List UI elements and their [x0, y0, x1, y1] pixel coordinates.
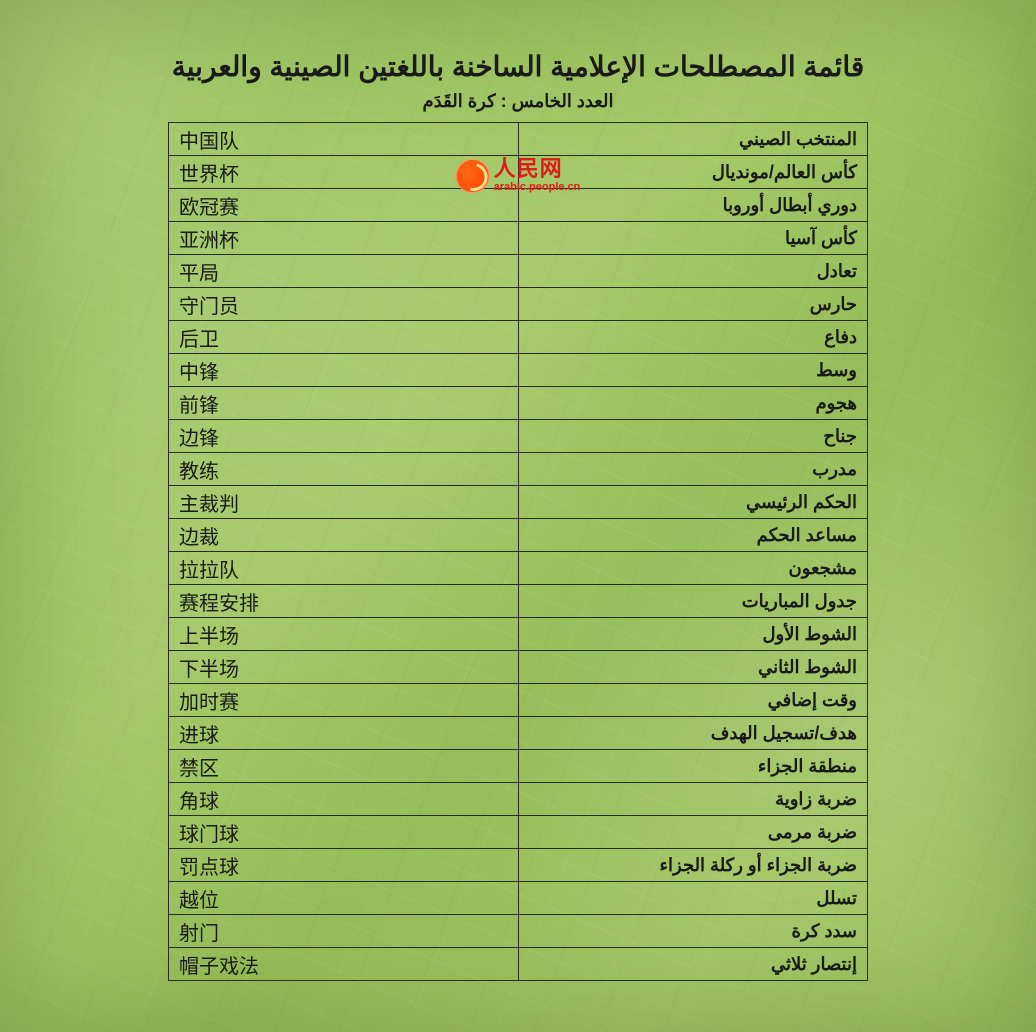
- cell-arabic: دوري أبطال أوروبا: [518, 189, 868, 222]
- glossary-table: 中国队المنتخب الصيني世界杯كأس العالم/مونديال欧冠…: [168, 122, 868, 981]
- cell-chinese: 中锋: [169, 354, 519, 387]
- table-row: 中锋وسط: [169, 354, 868, 387]
- table-row: 后卫دفاع: [169, 321, 868, 354]
- page-subtitle: العدد الخامس : كرة القَدَم: [0, 91, 1036, 112]
- table-row: 禁区منطقة الجزاء: [169, 750, 868, 783]
- table-row: 角球ضربة زاوية: [169, 783, 868, 816]
- table-row: 上半场الشوط الأول: [169, 618, 868, 651]
- cell-chinese: 教练: [169, 453, 519, 486]
- table-row: 主裁判الحكم الرئيسي: [169, 486, 868, 519]
- cell-chinese: 帽子戏法: [169, 948, 519, 981]
- cell-chinese: 上半场: [169, 618, 519, 651]
- cell-chinese: 加时赛: [169, 684, 519, 717]
- table-row: 帽子戏法إنتصار ثلاثي: [169, 948, 868, 981]
- cell-arabic: المنتخب الصيني: [518, 123, 868, 156]
- cell-chinese: 射门: [169, 915, 519, 948]
- cell-chinese: 罚点球: [169, 849, 519, 882]
- cell-arabic: مشجعون: [518, 552, 868, 585]
- cell-arabic: منطقة الجزاء: [518, 750, 868, 783]
- table-row: 罚点球ضربة الجزاء أو ركلة الجزاء: [169, 849, 868, 882]
- cell-chinese: 平局: [169, 255, 519, 288]
- cell-chinese: 角球: [169, 783, 519, 816]
- cell-chinese: 进球: [169, 717, 519, 750]
- cell-chinese: 下半场: [169, 651, 519, 684]
- cell-chinese: 欧冠赛: [169, 189, 519, 222]
- cell-arabic: الحكم الرئيسي: [518, 486, 868, 519]
- cell-arabic: تعادل: [518, 255, 868, 288]
- cell-arabic: وقت إضافي: [518, 684, 868, 717]
- cell-arabic: إنتصار ثلاثي: [518, 948, 868, 981]
- table-row: 进球هدف/تسجيل الهدف: [169, 717, 868, 750]
- cell-chinese: 球门球: [169, 816, 519, 849]
- cell-arabic: الشوط الأول: [518, 618, 868, 651]
- cell-arabic: وسط: [518, 354, 868, 387]
- cell-arabic: كأس العالم/مونديال: [518, 156, 868, 189]
- cell-chinese: 中国队: [169, 123, 519, 156]
- table-row: 边裁مساعد الحكم: [169, 519, 868, 552]
- table-row: 世界杯كأس العالم/مونديال: [169, 156, 868, 189]
- cell-arabic: ضربة مرمى: [518, 816, 868, 849]
- cell-arabic: تسلل: [518, 882, 868, 915]
- cell-chinese: 边锋: [169, 420, 519, 453]
- table-row: 赛程安排جدول المباريات: [169, 585, 868, 618]
- table-row: 球门球ضربة مرمى: [169, 816, 868, 849]
- cell-arabic: ضربة الجزاء أو ركلة الجزاء: [518, 849, 868, 882]
- table-row: 越位تسلل: [169, 882, 868, 915]
- page-root: قائمة المصطلحات الإعلامية الساخنة باللغت…: [0, 0, 1036, 981]
- table-row: 守门员حارس: [169, 288, 868, 321]
- table-row: 边锋جناح: [169, 420, 868, 453]
- cell-arabic: الشوط الثاني: [518, 651, 868, 684]
- cell-arabic: كأس آسيا: [518, 222, 868, 255]
- table-row: 亚洲杯كأس آسيا: [169, 222, 868, 255]
- table-row: 拉拉队مشجعون: [169, 552, 868, 585]
- cell-arabic: هجوم: [518, 387, 868, 420]
- cell-chinese: 世界杯: [169, 156, 519, 189]
- cell-chinese: 越位: [169, 882, 519, 915]
- table-row: 欧冠赛دوري أبطال أوروبا: [169, 189, 868, 222]
- cell-chinese: 禁区: [169, 750, 519, 783]
- glossary-table-wrap: 人民网 arabic.people.cn 中国队المنتخب الصيني世界…: [168, 122, 868, 981]
- table-row: 前锋هجوم: [169, 387, 868, 420]
- cell-chinese: 后卫: [169, 321, 519, 354]
- cell-arabic: دفاع: [518, 321, 868, 354]
- cell-chinese: 赛程安排: [169, 585, 519, 618]
- cell-chinese: 守门员: [169, 288, 519, 321]
- cell-arabic: مدرب: [518, 453, 868, 486]
- cell-arabic: جناح: [518, 420, 868, 453]
- table-row: 平局تعادل: [169, 255, 868, 288]
- cell-arabic: هدف/تسجيل الهدف: [518, 717, 868, 750]
- cell-chinese: 亚洲杯: [169, 222, 519, 255]
- table-row: 教练مدرب: [169, 453, 868, 486]
- cell-arabic: سدد كرة: [518, 915, 868, 948]
- cell-arabic: جدول المباريات: [518, 585, 868, 618]
- table-row: 下半场الشوط الثاني: [169, 651, 868, 684]
- cell-chinese: 主裁判: [169, 486, 519, 519]
- cell-chinese: 拉拉队: [169, 552, 519, 585]
- table-row: 中国队المنتخب الصيني: [169, 123, 868, 156]
- cell-chinese: 前锋: [169, 387, 519, 420]
- cell-arabic: ضربة زاوية: [518, 783, 868, 816]
- cell-chinese: 边裁: [169, 519, 519, 552]
- page-title: قائمة المصطلحات الإعلامية الساخنة باللغت…: [0, 50, 1036, 83]
- cell-arabic: مساعد الحكم: [518, 519, 868, 552]
- table-row: 射门سدد كرة: [169, 915, 868, 948]
- table-row: 加时赛وقت إضافي: [169, 684, 868, 717]
- cell-arabic: حارس: [518, 288, 868, 321]
